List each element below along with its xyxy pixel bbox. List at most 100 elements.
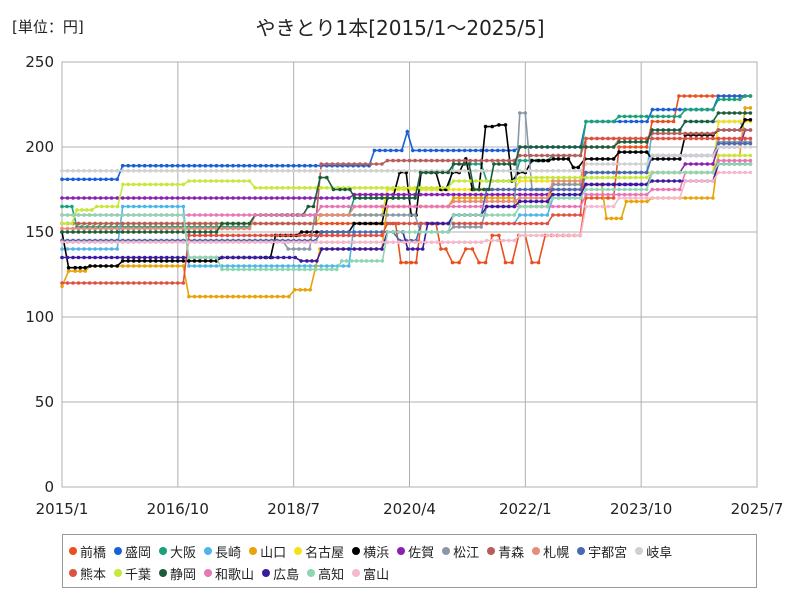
data-point [286, 233, 291, 238]
data-point [672, 187, 677, 192]
y-tick-label: 50 [35, 393, 54, 411]
data-point [131, 226, 136, 231]
data-point [650, 187, 654, 192]
data-point [650, 107, 655, 112]
data-point [416, 247, 420, 251]
data-point [639, 150, 643, 154]
data-point [209, 255, 213, 260]
data-point [380, 192, 384, 197]
data-point [529, 196, 533, 200]
data-point [76, 226, 81, 231]
data-point [363, 230, 368, 234]
data-point [700, 170, 704, 175]
data-point [622, 170, 627, 175]
data-point [633, 182, 638, 187]
data-point [137, 264, 141, 268]
data-point [732, 119, 737, 124]
data-point [611, 182, 616, 187]
data-point [722, 162, 726, 166]
data-point [363, 213, 368, 217]
data-point [331, 187, 336, 192]
data-point [424, 192, 428, 197]
data-point [363, 247, 368, 251]
data-point [203, 169, 208, 173]
data-point [578, 204, 583, 209]
data-point [645, 119, 649, 124]
data-point [315, 230, 319, 234]
data-point [634, 119, 639, 124]
data-point [98, 240, 103, 244]
data-point [451, 148, 456, 153]
data-point [622, 175, 627, 180]
data-point [689, 196, 693, 200]
data-point [220, 169, 224, 173]
data-point [551, 175, 555, 180]
data-point [203, 213, 208, 217]
data-point [529, 145, 533, 149]
data-point [225, 226, 230, 231]
data-point [115, 169, 119, 173]
data-point [473, 221, 478, 226]
data-point [198, 179, 202, 183]
data-point [722, 136, 726, 141]
data-point [286, 213, 291, 217]
data-point [457, 187, 461, 192]
data-point [391, 158, 395, 163]
data-point [678, 179, 682, 183]
data-point [738, 153, 742, 158]
data-point [109, 226, 114, 231]
data-point [225, 163, 230, 168]
data-point [484, 158, 489, 163]
data-point [683, 162, 688, 166]
data-point [444, 247, 448, 251]
data-point [479, 192, 484, 197]
data-point [629, 119, 633, 124]
data-point [126, 221, 130, 226]
data-point [529, 204, 533, 209]
data-point [628, 187, 632, 192]
legend-item: 札幌 [532, 542, 569, 561]
data-point [556, 157, 561, 161]
data-point [732, 158, 737, 163]
data-point [633, 187, 638, 192]
data-point [264, 255, 269, 260]
data-point [126, 213, 130, 217]
data-point [131, 259, 136, 263]
data-point [457, 192, 461, 197]
data-point [512, 221, 517, 226]
data-point [341, 230, 346, 234]
data-point [530, 158, 534, 163]
data-point [700, 153, 704, 158]
data-point [628, 145, 632, 149]
data-point [154, 196, 158, 200]
data-point [589, 136, 594, 141]
data-point [518, 175, 522, 180]
data-point [347, 264, 351, 268]
data-point [439, 247, 443, 251]
data-point [209, 221, 213, 226]
data-point [247, 240, 252, 244]
data-point [743, 162, 747, 166]
data-point [82, 240, 86, 244]
data-point [126, 259, 130, 263]
legend-label: 静岡 [170, 567, 197, 583]
data-point [540, 145, 544, 149]
data-point [567, 179, 572, 183]
data-point [98, 264, 103, 268]
legend-marker [159, 569, 168, 577]
data-point [76, 221, 81, 226]
data-point [170, 182, 175, 187]
data-point [341, 247, 346, 251]
data-point [562, 182, 566, 187]
x-tick-label: 2018/7 [267, 500, 320, 518]
data-point [661, 107, 665, 112]
data-point [711, 119, 715, 124]
data-point [556, 145, 561, 149]
data-point [611, 170, 616, 175]
data-point [694, 153, 699, 158]
data-point [176, 169, 180, 173]
data-point [90, 208, 94, 212]
data-point [540, 233, 544, 238]
data-point [743, 106, 747, 110]
data-point [606, 119, 610, 124]
